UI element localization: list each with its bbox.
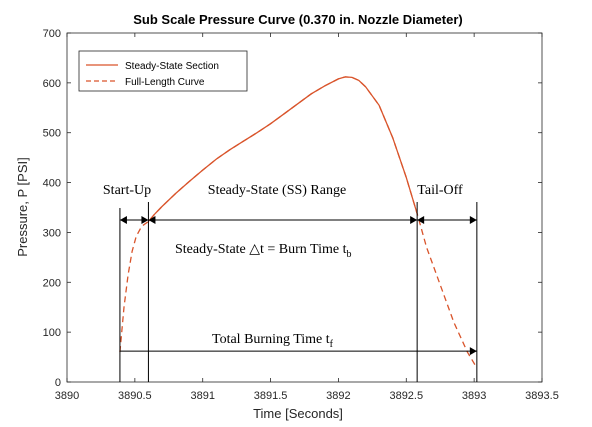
x-tick-label: 3891.5 [254,390,288,402]
x-tick-label: 3893 [462,390,486,402]
axis-ticks: 3890 3890.5 3891 3891.5 3892 3892.5 3893 3893.5… [43,28,559,402]
y-tick-label: 600 [43,78,61,90]
legend-label-full-length: Full-Length Curve [125,77,205,88]
annotation-layer [119,202,478,382]
annotation-total-time: Total Burning Time tf [212,332,334,350]
x-tick-label: 3890 [55,390,79,402]
tail-off-arrow-head-left [417,215,425,224]
legend: Steady-State Section Full-Length Curve [78,50,248,92]
y-axis-label: Pressure, P [PSI] [15,157,30,256]
chart-title: Sub Scale Pressure Curve (0.370 in. Nozz… [133,12,462,27]
x-tick-label: 3892 [326,390,350,402]
x-tick-label: 3892.5 [389,390,423,402]
total-time-text: Total Burning Time t [212,332,330,347]
y-tick-label: 400 [43,178,61,190]
x-axis-label: Time [Seconds] [253,406,343,421]
x-tick-label: 3890.5 [118,390,152,402]
annotation-tail-off: Tail-Off [417,183,463,198]
burn-time-text: Steady-State △t = Burn Time t [175,242,347,257]
y-tick-label: 700 [43,28,61,40]
annotation-ss-range: Steady-State (SS) Range [208,183,346,198]
start-up-arrow-head-left [119,215,127,224]
total-time-arrow-head [469,347,477,356]
y-tick-label: 0 [55,377,61,389]
legend-box [78,50,248,92]
total-time-subscript: f [330,339,334,350]
burn-time-subscript: b [347,249,352,260]
ss-range-arrow-head-right [410,215,418,224]
x-tick-label: 3893.5 [525,390,559,402]
y-tick-label: 100 [43,327,61,339]
tail-off-arrow-head-right [469,215,477,224]
x-tick-label: 3891 [190,390,214,402]
annotation-start-up: Start-Up [103,183,151,198]
annotation-burn-time: Steady-State △t = Burn Time tb [175,242,352,260]
y-tick-label: 300 [43,227,61,239]
legend-label-steady-state: Steady-State Section [125,61,219,72]
series-line-steady-state [147,76,418,222]
start-up-arrow-head-right [141,215,149,224]
y-tick-label: 500 [43,128,61,140]
series-layer [119,76,478,369]
y-tick-label: 200 [43,277,61,289]
ss-range-arrow-head-left [148,215,156,224]
